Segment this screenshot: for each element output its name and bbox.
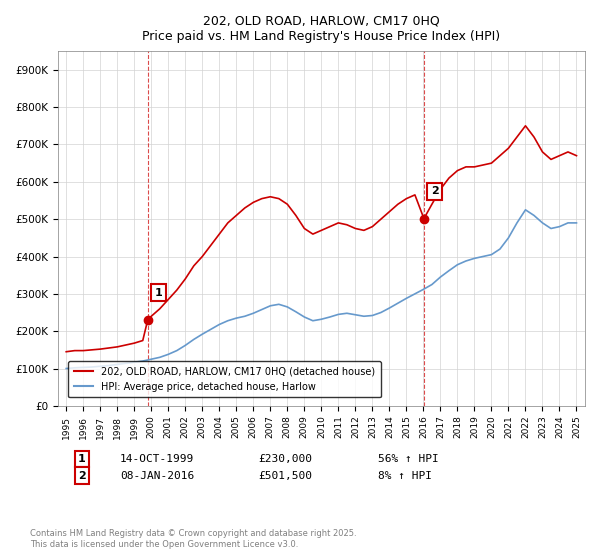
Title: 202, OLD ROAD, HARLOW, CM17 0HQ
Price paid vs. HM Land Registry's House Price In: 202, OLD ROAD, HARLOW, CM17 0HQ Price pa…: [142, 15, 500, 43]
Text: 56% ↑ HPI: 56% ↑ HPI: [378, 454, 439, 464]
Text: Contains HM Land Registry data © Crown copyright and database right 2025.
This d: Contains HM Land Registry data © Crown c…: [30, 529, 356, 549]
Text: 8% ↑ HPI: 8% ↑ HPI: [378, 471, 432, 481]
Text: 1: 1: [155, 288, 162, 298]
Text: 1: 1: [78, 454, 86, 464]
Text: 14-OCT-1999: 14-OCT-1999: [120, 454, 194, 464]
Text: 08-JAN-2016: 08-JAN-2016: [120, 471, 194, 481]
Text: £230,000: £230,000: [258, 454, 312, 464]
Text: £501,500: £501,500: [258, 471, 312, 481]
Text: 2: 2: [431, 186, 439, 197]
Legend: 202, OLD ROAD, HARLOW, CM17 0HQ (detached house), HPI: Average price, detached h: 202, OLD ROAD, HARLOW, CM17 0HQ (detache…: [68, 361, 381, 398]
Text: 2: 2: [78, 471, 86, 481]
